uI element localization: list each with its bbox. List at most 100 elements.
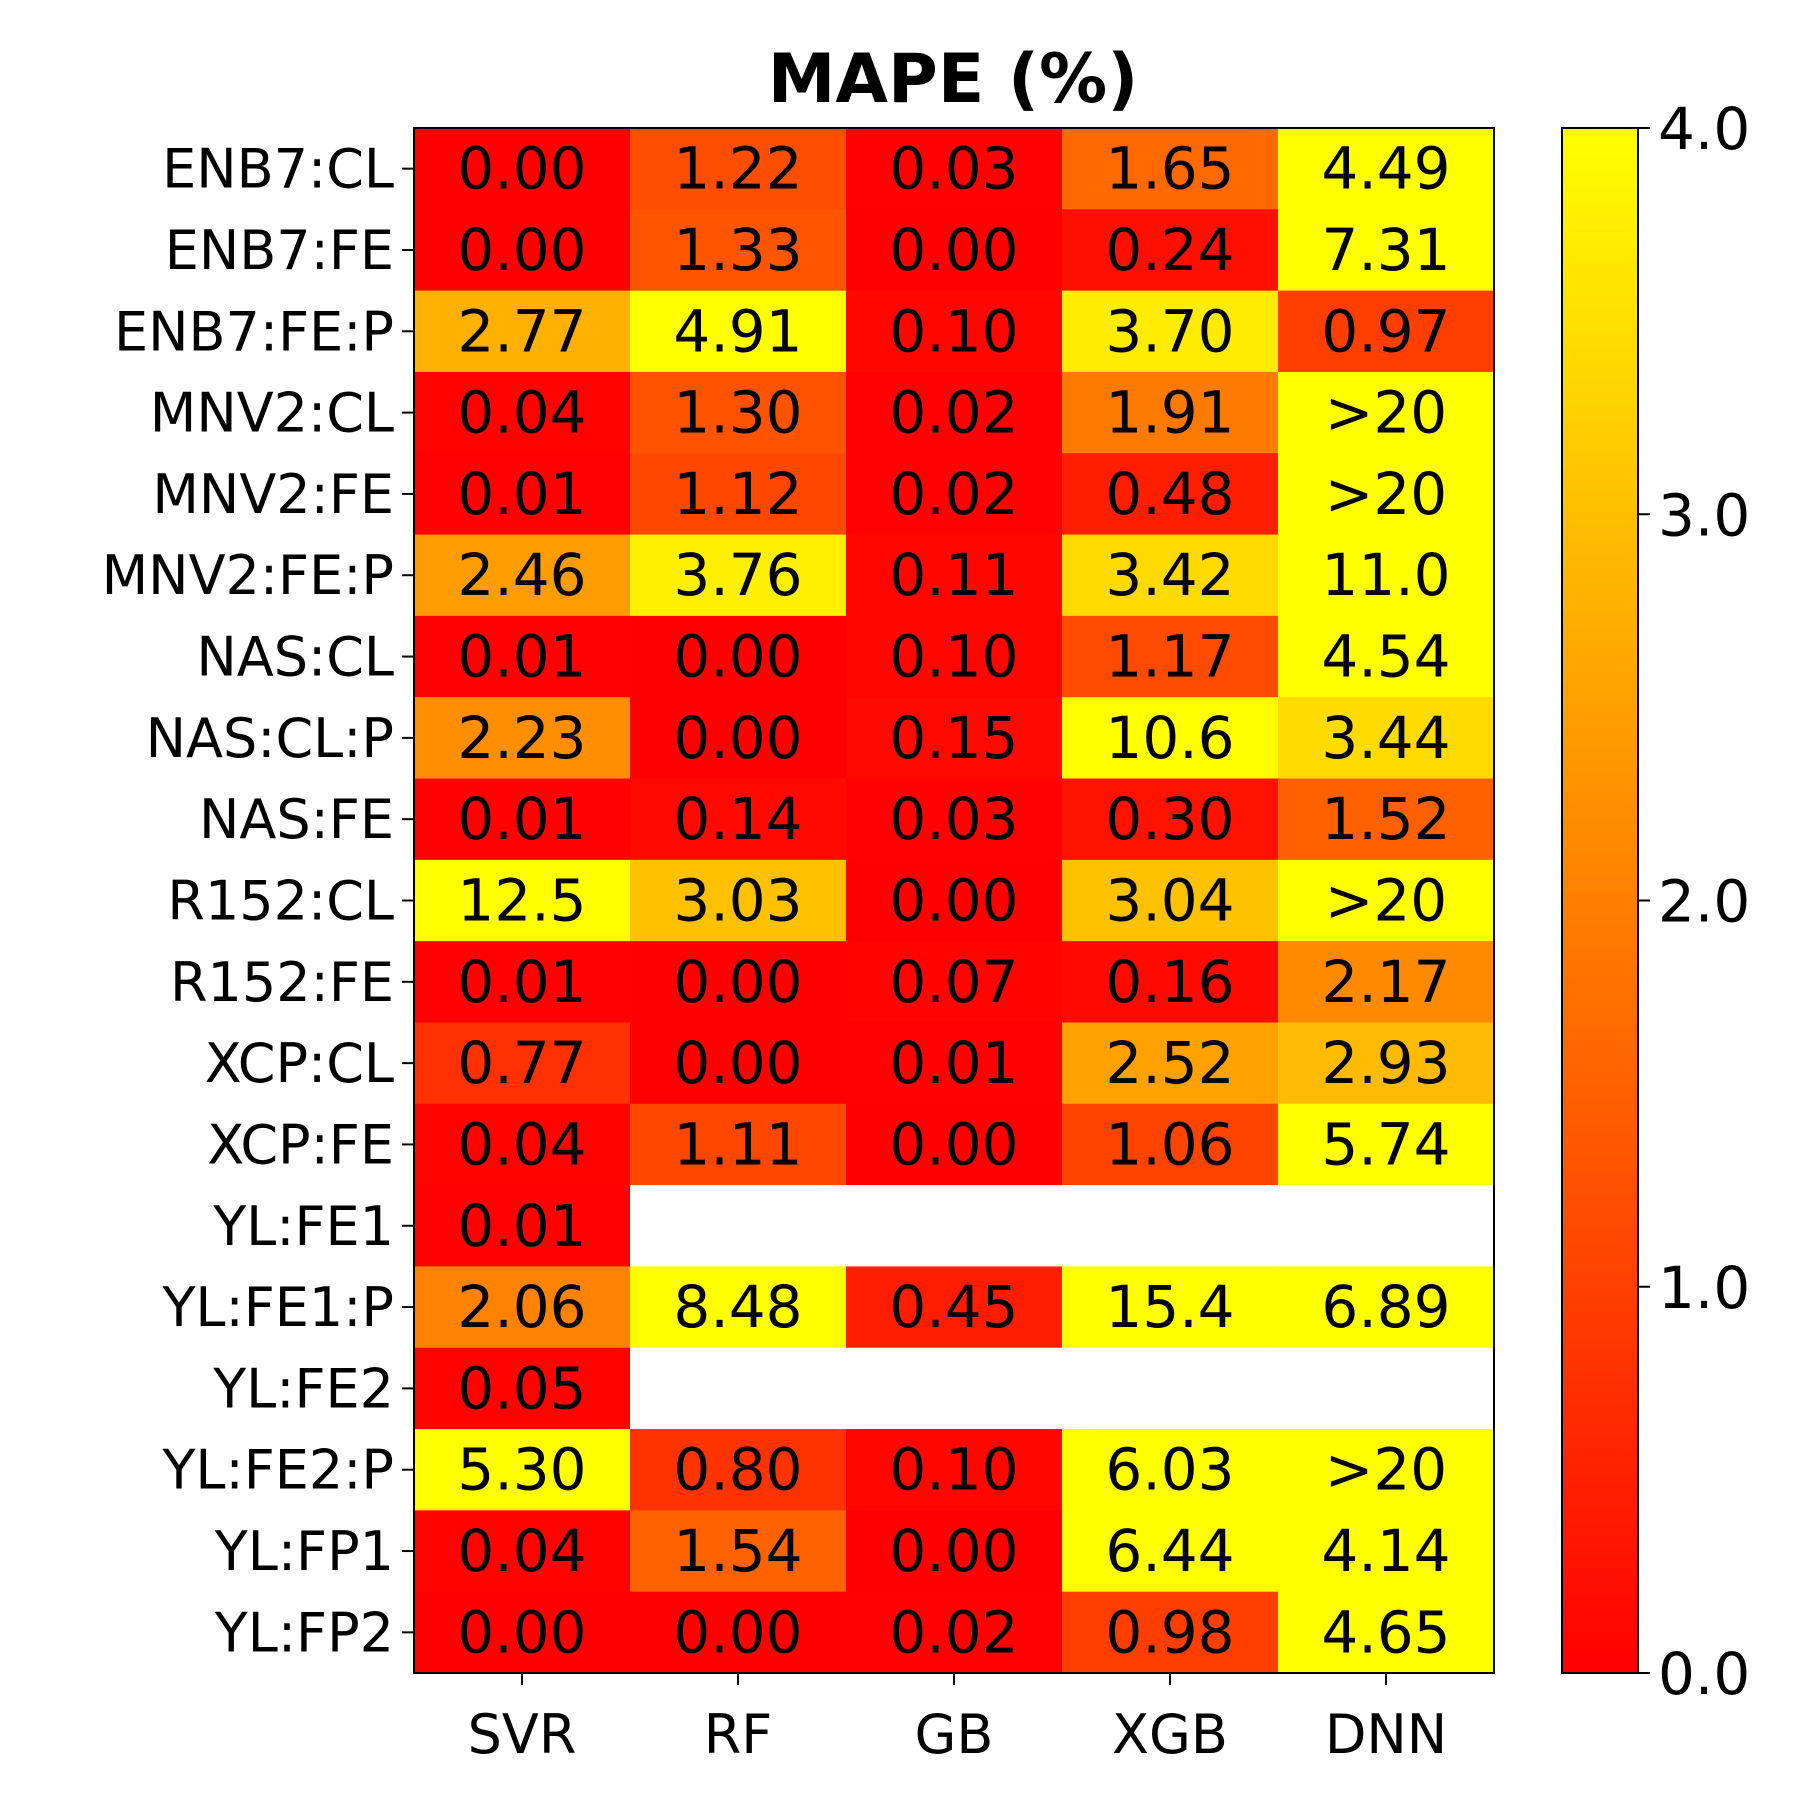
colorbar-tick-label: 0.0 [1658, 1640, 1750, 1708]
heatmap-cell [1062, 534, 1279, 617]
heatmap-cell [414, 1185, 631, 1268]
cell-value-label: 5.30 [457, 1436, 586, 1504]
cell-value-label: 1.52 [1321, 785, 1450, 853]
heatmap-cell [1062, 1103, 1279, 1186]
y-tick-label: YL:FP2 [214, 1601, 394, 1664]
cell-value-label: 0.00 [889, 1110, 1018, 1178]
cell-value-label: 1.06 [1105, 1110, 1234, 1178]
heatmap-cell [630, 778, 847, 861]
heatmap-cell [1278, 615, 1495, 698]
cell-value-label: 0.07 [889, 948, 1018, 1016]
y-tick-label: NAS:FE [199, 788, 394, 851]
heatmap-cell [1062, 1347, 1279, 1430]
cell-value-label: 3.42 [1105, 541, 1234, 609]
colorbar-axis: 0.0 1.0 2.0 3.0 4.0 [1638, 95, 1750, 1708]
colorbar [1561, 127, 1639, 1674]
cell-value-label: 6.03 [1105, 1436, 1234, 1504]
cell-value-label: 0.98 [1105, 1598, 1234, 1666]
colorbar-tick-label: 2.0 [1658, 868, 1750, 936]
heatmap-cell [414, 1510, 631, 1593]
heatmap-cell [846, 209, 1063, 292]
heatmap-cell [414, 1591, 631, 1674]
cell-value-label: 4.14 [1321, 1517, 1450, 1585]
cell-value-label: 1.54 [673, 1517, 802, 1585]
heatmap-cell [414, 290, 631, 373]
y-tick-label: NAS:CL [196, 626, 394, 689]
cell-value-label: 0.03 [889, 135, 1018, 203]
heatmap-cell [846, 1429, 1063, 1511]
cell-value-label: 4.91 [673, 297, 802, 365]
y-tick-label: YL:FE1 [212, 1195, 394, 1258]
y-tick-label: NAS:CL:P [146, 707, 394, 770]
heatmap-cell [1278, 209, 1495, 292]
heatmap-cell [630, 1022, 847, 1105]
heatmap-cell [846, 128, 1063, 210]
cell-value-label: 0.02 [889, 460, 1018, 528]
x-tick-label: SVR [468, 1703, 577, 1766]
cell-value-label: 0.48 [1105, 460, 1234, 528]
heatmap-cell [414, 1429, 631, 1511]
heatmap-cell [1278, 859, 1495, 942]
cell-value-label: 2.17 [1321, 948, 1450, 1016]
heatmap-cell [1278, 1185, 1495, 1268]
cell-value-label: 0.10 [889, 297, 1018, 365]
y-tick-label: R152:CL [167, 870, 394, 933]
cell-value-label: 8.48 [673, 1273, 802, 1341]
cell-value-label: >20 [1325, 460, 1447, 528]
cell-value-label: 0.04 [457, 1110, 586, 1178]
x-tick-label: XGB [1112, 1703, 1228, 1766]
y-axis: ENB7:CL ENB7:FE ENB7:FE:P MNV2:CL MNV2:FE MNV… [102, 138, 414, 1664]
heatmap-cell [1062, 1510, 1279, 1593]
heatmap-cell [846, 290, 1063, 373]
cell-value-label: 0.10 [889, 623, 1018, 691]
heatmap-cell [1062, 371, 1279, 454]
heatmap-cell [1062, 697, 1279, 780]
heatmap-cell [1278, 778, 1495, 861]
y-tick-label: YL:FP1 [214, 1520, 394, 1583]
cell-value-label: 1.17 [1105, 623, 1234, 691]
cell-value-label: 0.02 [889, 1598, 1018, 1666]
cell-value-label: 4.54 [1321, 623, 1450, 691]
cell-value-label: 0.77 [457, 1029, 586, 1097]
heatmap-cell [630, 859, 847, 942]
heatmap-cell [1278, 1510, 1495, 1593]
heatmap-cell [846, 1103, 1063, 1186]
cell-value-label: 0.11 [889, 541, 1018, 609]
heatmap-cell [1278, 1103, 1495, 1186]
heatmap-cell [846, 1591, 1063, 1674]
y-tick-label: MNV2:FE:P [102, 544, 394, 607]
heatmap-cell [414, 1103, 631, 1186]
cell-value-label: 1.22 [673, 135, 802, 203]
heatmap-cell [1062, 453, 1279, 536]
heatmap-cell [1062, 209, 1279, 292]
cell-value-label: 3.76 [673, 541, 802, 609]
heatmap-cell [846, 1510, 1063, 1593]
heatmap-cell [1278, 1429, 1495, 1511]
heatmap-cell [414, 778, 631, 861]
cell-value-label: >20 [1325, 1436, 1447, 1504]
cell-value-label: 4.65 [1321, 1598, 1450, 1666]
heatmap-cell [1278, 941, 1495, 1024]
y-tick-label: YL:FE1:P [161, 1276, 394, 1339]
y-tick-label: YL:FE2 [212, 1357, 394, 1420]
heatmap-cell [414, 534, 631, 617]
cell-value-label: 0.80 [673, 1436, 802, 1504]
heatmap-cell [1278, 371, 1495, 454]
cell-value-label: 5.74 [1321, 1110, 1450, 1178]
cell-value-label: 0.00 [673, 1029, 802, 1097]
cell-value-label: 3.44 [1321, 704, 1450, 772]
cell-value-label: 11.0 [1321, 541, 1450, 609]
heatmap-cell [414, 697, 631, 780]
colorbar-tick-label: 1.0 [1658, 1254, 1750, 1322]
cell-value-label: 0.00 [889, 1517, 1018, 1585]
heatmap-cell [1278, 534, 1495, 617]
heatmap-cell [846, 371, 1063, 454]
cell-value-label: 0.00 [673, 948, 802, 1016]
heatmap-cell [414, 1022, 631, 1105]
cell-value-label: >20 [1325, 379, 1447, 447]
heatmap-cell [846, 697, 1063, 780]
y-tick-label: YL:FE2:P [161, 1439, 394, 1502]
cell-value-label: 0.01 [457, 1192, 586, 1260]
colorbar-tick-label: 4.0 [1658, 95, 1750, 163]
